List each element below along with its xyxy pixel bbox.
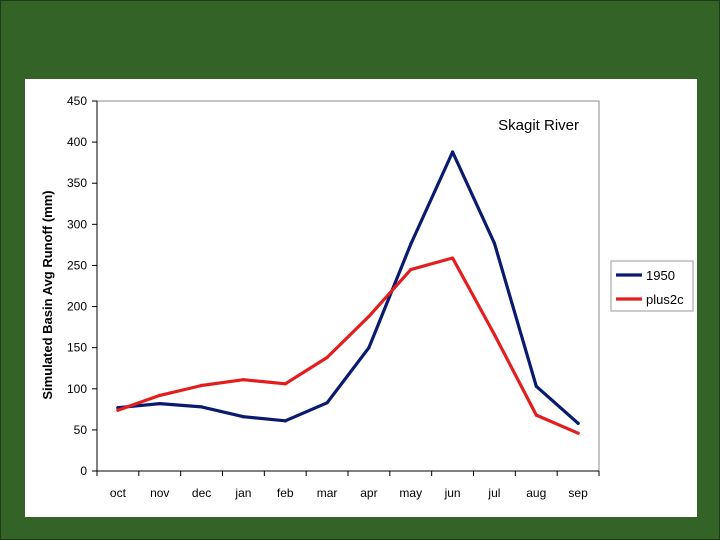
line-chart: 0 50 100 150 200 250 300 350 400 450 oct nov dec jan…: [40, 94, 694, 500]
data-point-plus2c: [409, 267, 413, 272]
y-axis: 0 50 100 150 200 250 300 350 400 450: [67, 94, 98, 478]
chart-title: Skagit River: [498, 117, 579, 134]
data-point-1950: [199, 405, 204, 409]
y-tick-label: 400: [67, 135, 87, 149]
x-tick-label: jun: [444, 486, 461, 500]
y-tick-label: 250: [67, 258, 87, 272]
data-point-1950: [576, 421, 580, 425]
data-point-1950: [534, 384, 538, 388]
legend-box: [610, 260, 694, 312]
data-point-plus2c: [492, 332, 497, 337]
x-tick-label: feb: [277, 486, 294, 500]
legend: 1950 plus2c: [610, 260, 694, 312]
y-tick-label: 300: [67, 217, 87, 231]
data-point-plus2c: [450, 256, 455, 260]
x-tick-label: may: [399, 486, 422, 500]
data-point-1950: [367, 346, 371, 350]
x-tick-label: aug: [526, 486, 546, 500]
data-point-plus2c: [534, 413, 538, 417]
x-axis: oct nov dec jan feb mar apr may jun jul aug sep: [96, 470, 600, 500]
series-group: [116, 150, 580, 435]
x-tick-label: sep: [568, 486, 588, 500]
data-point-plus2c: [241, 378, 246, 382]
data-point-1950: [409, 242, 413, 246]
data-point-plus2c: [199, 383, 204, 388]
data-point-plus2c: [283, 382, 287, 386]
y-axis-label: Simulated Basin Avg Runoff (mm): [40, 190, 55, 399]
chart-panel: 0 50 100 150 200 250 300 350 400 450 oct nov dec jan…: [25, 79, 697, 517]
data-point-1950: [283, 419, 287, 423]
data-point-1950: [492, 241, 497, 245]
data-point-plus2c: [116, 408, 120, 412]
plot-area: [96, 100, 600, 472]
data-point-plus2c: [576, 431, 580, 435]
data-point-1950: [158, 401, 162, 406]
plot-border: [96, 100, 600, 472]
y-tick-label: 350: [67, 176, 87, 190]
series-line-1950: [116, 150, 580, 425]
y-tick-label: 200: [67, 300, 87, 314]
x-tick-label: oct: [110, 486, 127, 500]
legend-label-plus2c: plus2c: [646, 292, 684, 307]
x-tick-label: nov: [150, 486, 169, 500]
y-tick-label: 150: [67, 341, 87, 355]
data-point-1950: [450, 150, 455, 154]
x-tick-label: dec: [192, 486, 211, 500]
data-point-1950: [325, 401, 329, 405]
series-line-plus2c: [116, 256, 580, 435]
data-point-plus2c: [367, 314, 371, 319]
y-tick-label: 100: [67, 382, 87, 396]
data-point-plus2c: [158, 393, 162, 397]
x-tick-label: mar: [317, 486, 338, 500]
legend-label-1950: 1950: [646, 268, 675, 283]
y-tick-label: 50: [74, 423, 88, 437]
y-tick-label: 450: [67, 94, 87, 108]
x-tick-label: jul: [487, 486, 500, 500]
x-tick-label: jan: [234, 486, 251, 500]
y-tick-label: 0: [80, 464, 87, 478]
data-point-1950: [241, 415, 246, 419]
data-point-plus2c: [325, 355, 329, 360]
x-tick-label: apr: [360, 486, 377, 500]
